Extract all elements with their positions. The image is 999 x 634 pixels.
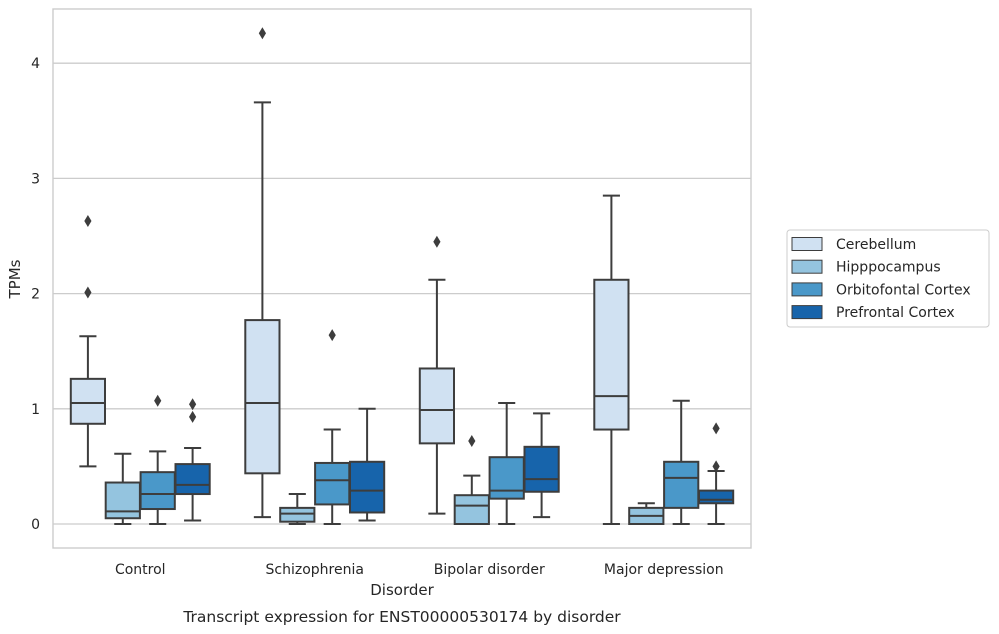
box-2-0: [139, 394, 176, 525]
outlier-point-0: [154, 394, 162, 407]
box-body: [174, 463, 211, 496]
y-tick-label-0: 0: [31, 517, 40, 533]
box-body: [104, 481, 141, 520]
outlier-point-1: [189, 398, 197, 411]
y-tick-label-1: 1: [31, 402, 40, 418]
box-0-1: [244, 27, 281, 519]
x-tick-label-2: Bipolar disorder: [434, 562, 545, 578]
box-3-0: [174, 398, 211, 522]
legend-label-0: Cerebellum: [836, 237, 916, 253]
box-body: [348, 460, 386, 514]
box-body: [279, 506, 316, 523]
box-0-2: [418, 235, 456, 515]
x-axis: Control Schizophrenia Bipolar disorder Majo…: [115, 562, 724, 578]
y-tick-label-3: 3: [31, 171, 40, 187]
box-body: [453, 494, 490, 526]
outlier-point-0: [84, 286, 92, 299]
box-1-0: [104, 452, 141, 525]
legend-swatch-1: [791, 259, 823, 274]
outlier-point-0: [328, 329, 336, 342]
box-body: [69, 377, 107, 425]
legend: Cerebellum Hipppocampus Orbitofontal Corte…: [786, 229, 990, 328]
legend-swatch-2: [791, 282, 823, 297]
y-axis: 0 1 2 3 4: [31, 56, 40, 533]
x-tick-label-3: Major depression: [604, 562, 724, 578]
outlier-point-1: [84, 215, 92, 228]
legend-swatch-0: [791, 237, 823, 251]
chart-caption: Transcript expression for ENST0000053017…: [182, 608, 621, 626]
y-axis-label: TPMs: [6, 259, 24, 299]
x-tick-label-1: Schizophrenia: [266, 562, 364, 578]
box-body: [697, 489, 735, 505]
box-1-1: [279, 493, 316, 525]
x-axis-label: Disorder: [370, 581, 434, 599]
outlier-point-0: [712, 460, 720, 473]
box-body: [418, 367, 456, 445]
box-body: [523, 445, 560, 493]
x-tick-label-0: Control: [115, 562, 166, 578]
outlier-point-0: [433, 235, 441, 248]
plot-frame: [52, 8, 752, 549]
legend-label-2: Orbitofontal Cortex: [836, 282, 971, 298]
box-0-0: [69, 215, 107, 468]
box-body: [244, 319, 281, 475]
box-3-3: [697, 422, 735, 525]
box-3-2: [523, 412, 560, 519]
legend-frame: [786, 229, 990, 328]
y-tick-label-4: 4: [31, 56, 40, 72]
plot-area: [69, 27, 735, 526]
outlier-point-0: [468, 435, 476, 448]
y-tick-label-2: 2: [31, 287, 40, 303]
box-3-1: [348, 407, 386, 522]
legend-swatch-3: [791, 305, 823, 320]
outlier-point-1: [712, 422, 720, 435]
box-1-3: [628, 502, 665, 526]
box-2-3: [663, 399, 700, 525]
box-2-1: [314, 329, 351, 525]
box-body: [488, 456, 525, 500]
box-1-2: [453, 435, 490, 526]
box-2-2: [488, 402, 525, 525]
box-body: [314, 461, 351, 506]
outlier-point-0: [189, 410, 197, 423]
box-body: [663, 460, 700, 509]
legend-label-3: Prefrontal Cortex: [836, 305, 955, 321]
legend-label-1: Hipppocampus: [836, 260, 941, 276]
box-body: [593, 278, 630, 431]
box-body: [139, 471, 176, 511]
box-0-3: [593, 194, 630, 525]
outlier-point-0: [258, 27, 266, 40]
